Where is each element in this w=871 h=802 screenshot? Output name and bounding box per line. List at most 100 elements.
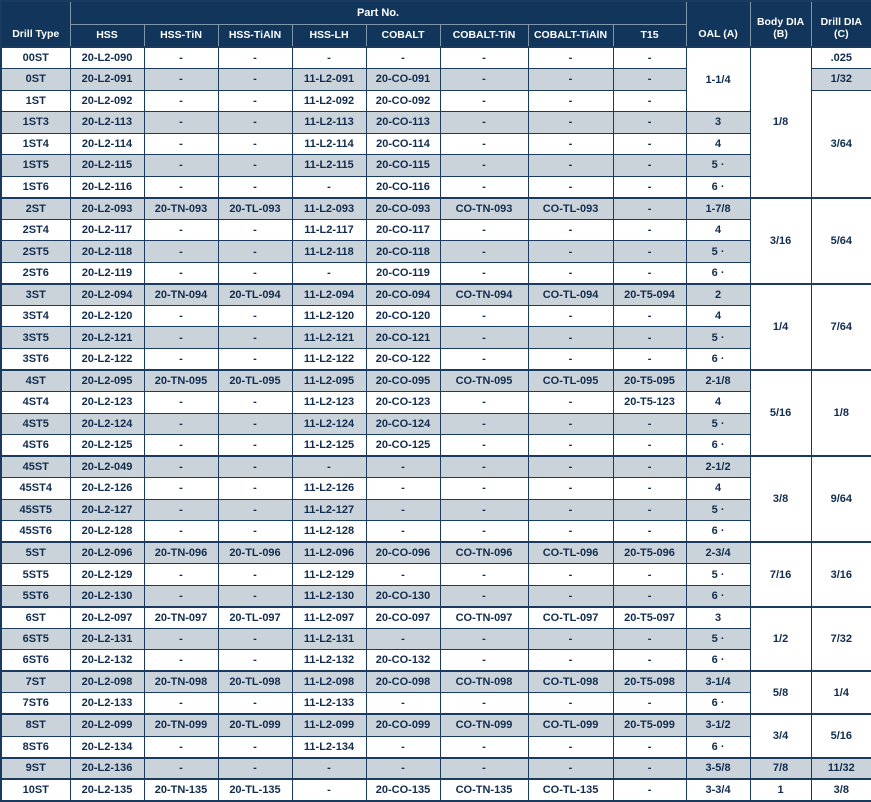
drill-dia-cell: 5/16: [810, 713, 871, 759]
part-number-cell: -: [527, 455, 614, 479]
part-number-cell: -: [217, 304, 293, 328]
part-number-cell: -: [612, 584, 687, 608]
part-number-cell: -: [143, 584, 219, 608]
part-number-cell: CO-TL-135: [527, 778, 614, 802]
table-row: 0ST 20-L2-091- -11-L2-091 20-CO-091- - -1/32: [0, 68, 871, 91]
part-number-cell: 20-L2-135: [69, 778, 145, 802]
drill-type-cell: 3ST6: [0, 347, 71, 371]
table-row: 8ST6 20-L2-134- -11-L2-134- - - -6 ·: [0, 735, 871, 759]
part-number-cell: -: [439, 735, 529, 759]
part-number-cell: 11-L2-124: [291, 412, 367, 436]
part-number-cell: 20-TN-097: [143, 605, 219, 629]
part-number-cell: -: [612, 304, 687, 328]
part-number-cell: -: [527, 412, 614, 436]
part-number-cell: -: [217, 498, 293, 522]
part-number-cell: 11-L2-128: [291, 520, 367, 543]
oal-cell: 4: [685, 304, 751, 328]
part-number-cell: 20-L2-123: [69, 391, 145, 414]
part-number-cell: -: [527, 261, 614, 285]
part-number-cell: CO-TL-094: [527, 282, 614, 306]
drill-type-cell: 5ST5: [0, 563, 71, 586]
drill-type-cell: 6ST6: [0, 649, 71, 672]
oal-cell: 4: [685, 132, 751, 156]
oal-cell: 3-1/4: [685, 670, 751, 694]
drill-dia-cell: 7/32: [810, 605, 871, 672]
table-row: 45ST6 20-L2-128- -11-L2-128- - - -6 ·: [0, 520, 871, 543]
part-number-cell: 20-TN-096: [143, 541, 219, 565]
part-number-cell: 20-L2-128: [69, 520, 145, 543]
part-number-cell: -: [612, 756, 687, 780]
part-number-cell: 20-L2-121: [69, 326, 145, 349]
drill-type-cell: 2ST5: [0, 240, 71, 263]
column-header-drill-dia: Drill DIA (C): [810, 0, 871, 48]
oal-cell: 6 ·: [685, 584, 751, 608]
part-number-cell: -: [527, 240, 614, 263]
part-number-cell: 20-L2-090: [69, 46, 145, 70]
part-number-cell: -: [439, 326, 529, 349]
part-number-cell: -: [365, 46, 441, 70]
part-number-cell: -: [143, 627, 219, 651]
body-dia-cell: 5/8: [749, 670, 812, 715]
part-number-cell: 11-L2-122: [291, 347, 367, 371]
part-number-cell: 20-TL-135: [217, 778, 293, 802]
part-number-cell: 20-L2-122: [69, 347, 145, 371]
part-number-cell: -: [527, 326, 614, 349]
column-header-cobalt-tialn: COBALT-TiAlN: [527, 23, 614, 48]
part-number-cell: -: [612, 240, 687, 263]
part-number-cell: 20-L2-133: [69, 692, 145, 715]
part-number-cell: CO-TN-098: [439, 670, 529, 694]
oal-cell: 5 ·: [685, 154, 751, 177]
part-number-cell: -: [365, 563, 441, 586]
part-number-cell: 11-L2-098: [291, 670, 367, 694]
part-number-cell: CO-TL-097: [527, 605, 614, 629]
oal-cell: 5 ·: [685, 563, 751, 586]
table-row: 5ST 20-L2-096 20-TN-096 20-TL-096 11-L2-096 2…: [0, 541, 871, 608]
part-number-cell: -: [143, 326, 219, 349]
table-row: 45ST 20-L2-049- - - - - - -2-1/2 3/8 9/64: [0, 455, 871, 543]
table-row: 45ST5 20-L2-127- -11-L2-127- - - -5 ·: [0, 498, 871, 522]
part-number-cell: -: [527, 584, 614, 608]
part-number-cell: -: [217, 175, 293, 199]
part-number-cell: 20-L2-096: [69, 541, 145, 565]
oal-cell: 5 ·: [685, 240, 751, 263]
column-header-hss-tin: HSS-TiN: [143, 23, 219, 48]
part-number-cell: -: [439, 455, 529, 479]
part-number-cell: -: [527, 477, 614, 500]
drill-type-cell: 45ST5: [0, 498, 71, 522]
part-number-cell: -: [143, 89, 219, 113]
part-number-cell: 20-CO-122: [365, 347, 441, 371]
column-header-drill-type: Drill Type: [0, 0, 71, 48]
body-dia-cell: 1/8: [749, 46, 812, 199]
drill-dia-cell: 1/32: [810, 68, 871, 91]
part-number-cell: -: [527, 347, 614, 371]
column-group-header-part-no: Part No.: [69, 0, 687, 25]
drill-type-cell: 7ST6: [0, 692, 71, 715]
drill-type-cell: 1ST6: [0, 175, 71, 199]
part-number-cell: 11-L2-131: [291, 627, 367, 651]
part-number-cell: -: [439, 391, 529, 414]
drill-type-cell: 6ST: [0, 605, 71, 629]
part-number-cell: 20-L2-094: [69, 282, 145, 306]
part-number-cell: CO-TN-095: [439, 368, 529, 392]
part-number-cell: -: [612, 46, 687, 70]
oal-cell: 6 ·: [685, 735, 751, 759]
part-number-cell: -: [291, 756, 367, 780]
part-number-cell: -: [217, 89, 293, 113]
part-number-cell: 20-CO-125: [365, 434, 441, 457]
part-number-cell: 20-CO-097: [365, 605, 441, 629]
part-number-cell: 20-TN-093: [143, 196, 219, 220]
oal-cell: 6 ·: [685, 347, 751, 371]
part-number-cell: CO-TL-099: [527, 713, 614, 737]
part-number-cell: -: [143, 455, 219, 479]
table-row: 4ST6 20-L2-125- -11-L2-125 20-CO-125- - -6 ·: [0, 434, 871, 457]
part-number-cell: 20-L2-130: [69, 584, 145, 608]
table-row: 3ST 20-L2-094 20-TN-094 20-TL-094 11-L2-094 2…: [0, 282, 871, 371]
part-number-cell: -: [217, 111, 293, 134]
drill-type-cell: 1ST3: [0, 111, 71, 134]
drill-dia-cell: 1/4: [810, 670, 871, 715]
part-number-cell: -: [527, 735, 614, 759]
part-number-cell: -: [439, 218, 529, 242]
part-number-cell: -: [217, 756, 293, 780]
part-number-cell: 20-CO-123: [365, 391, 441, 414]
